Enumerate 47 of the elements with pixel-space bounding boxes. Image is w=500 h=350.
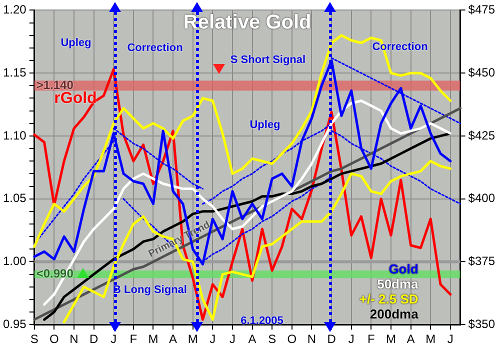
- x-tick-label: M: [148, 332, 158, 346]
- y2-tick-label: $350: [468, 316, 496, 331]
- x-tick-label: D: [89, 332, 98, 346]
- annotation: Correction: [127, 42, 184, 54]
- text: 200dma: [370, 306, 420, 322]
- x-tick-label: S: [268, 332, 276, 346]
- x-tick-label: J: [110, 332, 117, 346]
- x-tick-label: J: [210, 332, 216, 346]
- text: +/- 2.5 SD: [359, 292, 418, 307]
- band-label: >1.140: [36, 78, 74, 92]
- x-tick-label: N: [70, 332, 78, 346]
- y-tick-label: 1.15: [2, 65, 27, 80]
- text: Gold: [388, 262, 418, 277]
- annotation: Upleg: [60, 37, 92, 50]
- line-series: [112, 128, 204, 190]
- chart-title: Relative Gold: [183, 12, 312, 34]
- x-tick-label: A: [406, 332, 415, 346]
- x-tick-label: D: [327, 332, 336, 346]
- x-tick-label: M: [426, 332, 436, 346]
- x-tick-label: J: [447, 332, 454, 346]
- x-tick-label: S: [30, 332, 38, 346]
- y-tick-label: 1.20: [2, 2, 27, 17]
- x-tick-label: F: [130, 332, 138, 346]
- y-tick-label: 1.10: [2, 128, 27, 142]
- x-tick-label: N: [307, 332, 316, 346]
- annotation: 6.1.2005: [240, 315, 284, 328]
- x-tick-label: M: [188, 332, 198, 346]
- y2-tick-label: $475: [468, 2, 496, 17]
- y2-tick-label: $400: [468, 191, 496, 206]
- x-tick-label: J: [229, 332, 236, 346]
- y-tick-label: 0.95: [2, 316, 27, 331]
- x-tick-label: O: [287, 332, 297, 346]
- y2-tick-label: $425: [468, 128, 496, 142]
- x-tick-label: J: [348, 332, 354, 346]
- annotation: S Short Signal: [230, 54, 306, 66]
- x-tick-label: A: [169, 332, 178, 346]
- x-tick-label: M: [386, 332, 396, 346]
- x-tick-label: A: [248, 332, 256, 346]
- x-tick-label: O: [49, 332, 59, 346]
- series-label: rGold: [54, 90, 97, 107]
- y2-tick-label: $450: [468, 65, 496, 80]
- y2-tick-label: $375: [468, 254, 496, 268]
- text: 50dma: [377, 276, 420, 292]
- y-tick-label: 1.00: [2, 254, 27, 268]
- x-tick-label: F: [367, 332, 375, 346]
- annotation: Upleg: [250, 119, 280, 132]
- y-tick-label: 1.05: [2, 191, 27, 206]
